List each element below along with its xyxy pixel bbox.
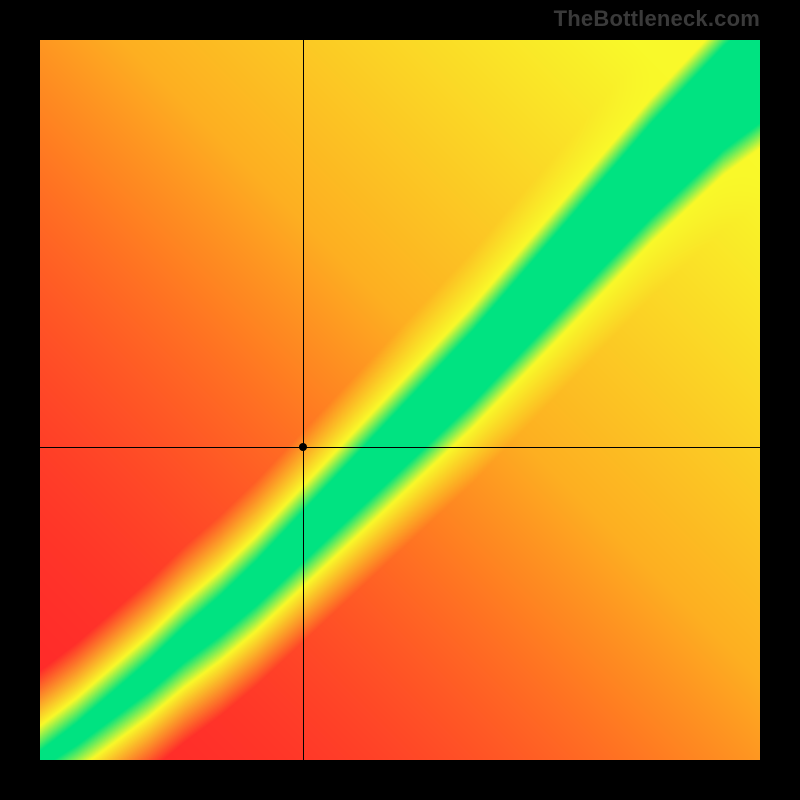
crosshair-marker[interactable] [299, 443, 307, 451]
heatmap-plot [40, 40, 760, 760]
heatmap-canvas [40, 40, 760, 760]
watermark-text: TheBottleneck.com [554, 6, 760, 32]
crosshair-horizontal [40, 447, 760, 448]
crosshair-vertical [303, 40, 304, 760]
